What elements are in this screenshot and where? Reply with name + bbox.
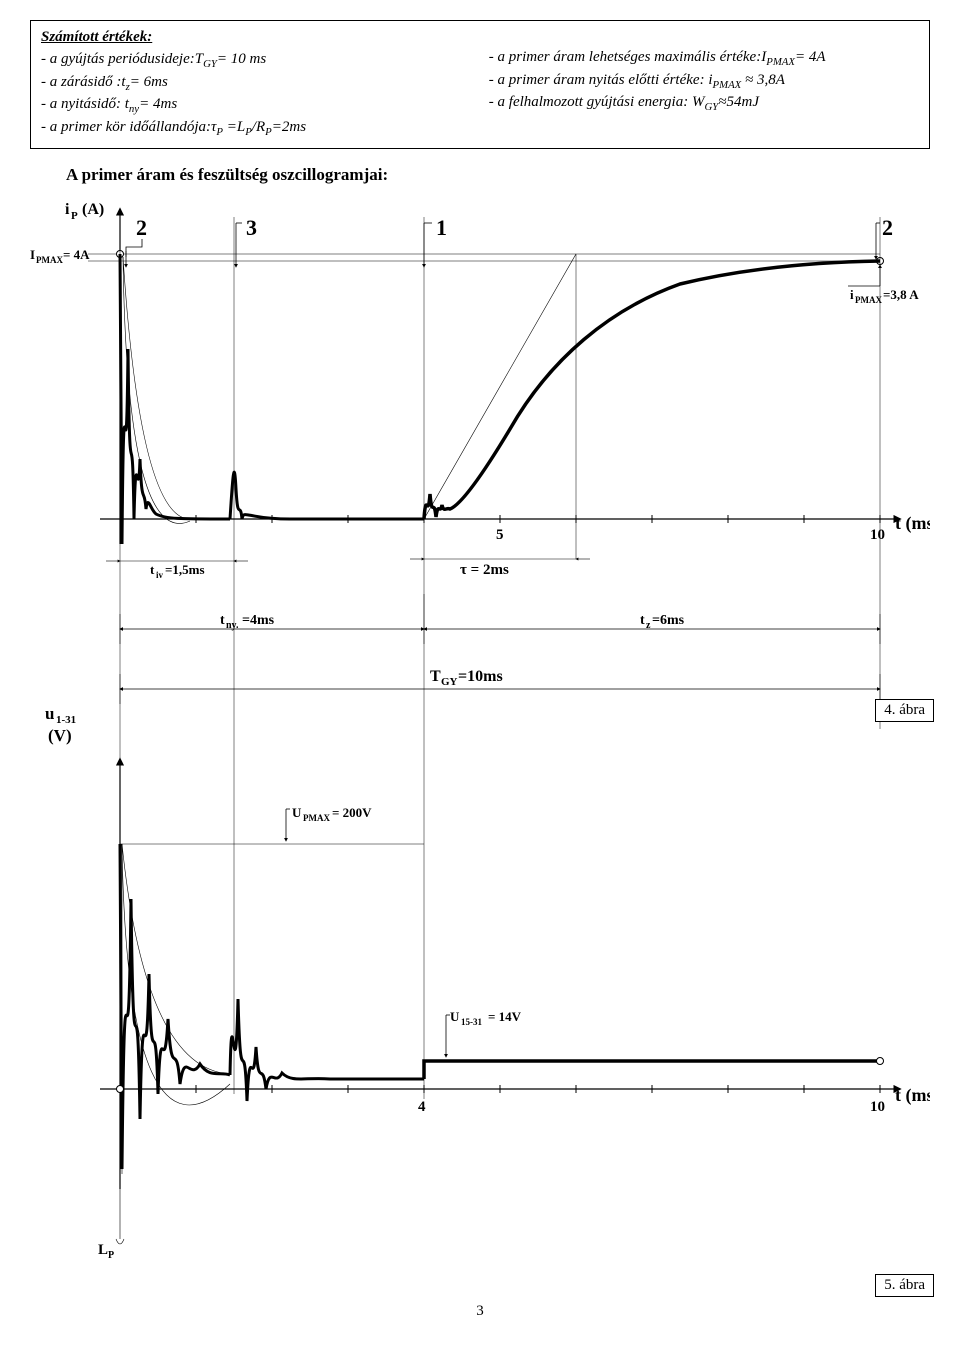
svg-text:i: i [850, 287, 854, 302]
svg-text:I: I [30, 247, 35, 262]
page-number: 3 [30, 1303, 930, 1320]
calc-line: - a nyitásidő: tny= 4ms [41, 94, 471, 117]
svg-text:t (ms): t (ms) [895, 1085, 930, 1106]
calc-line: - a gyújtás periódusideje:TGY= 10 ms [41, 49, 471, 72]
svg-text:ny.: ny. [226, 620, 239, 631]
svg-text:GY: GY [441, 676, 458, 688]
svg-text:10: 10 [870, 1099, 885, 1115]
calc-title: Számított értékek: [41, 27, 471, 47]
figure-5-label: 5. ábra [875, 1274, 934, 1297]
svg-text:iv: iv [156, 570, 164, 580]
svg-text:=4ms: =4ms [242, 613, 275, 628]
svg-text:=3,8 A: =3,8 A [883, 287, 919, 302]
chart-svg: i P (A) I PMAX = 4A 2 3 1 2 [30, 189, 930, 1299]
svg-text:10: 10 [870, 527, 885, 543]
calc-line: - a zárásidő :tz= 6ms [41, 72, 471, 95]
svg-text:U: U [292, 805, 302, 820]
svg-text:15-31: 15-31 [461, 1017, 482, 1027]
oscillogram-charts: i P (A) I PMAX = 4A 2 3 1 2 [30, 189, 930, 1299]
calc-values-box: Számított értékek: - a gyújtás periódusi… [30, 20, 930, 149]
calc-line: - a primer áram nyitás előtti értéke: iP… [489, 70, 919, 93]
svg-text:5: 5 [496, 527, 504, 543]
svg-text:1-31: 1-31 [56, 714, 76, 726]
svg-text:t (ms): t (ms) [895, 513, 930, 534]
calc-line: - a felhalmozott gyújtási energia: WGY≈5… [489, 92, 919, 115]
svg-text:1: 1 [436, 215, 447, 240]
svg-text:t: t [640, 613, 645, 628]
calc-left-col: Számított értékek: - a gyújtás periódusi… [41, 27, 471, 140]
svg-text:= 4A: = 4A [63, 247, 90, 262]
svg-text:τ = 2ms: τ = 2ms [460, 562, 509, 578]
svg-text:u: u [45, 704, 54, 723]
calc-line: - a primer kör időállandója:τP =LP/RP=2m… [41, 117, 471, 140]
calc-right-col: - a primer áram lehetséges maximális ért… [489, 27, 919, 140]
svg-text:P: P [108, 1250, 114, 1261]
svg-text:L: L [98, 1242, 108, 1258]
svg-text:t: t [220, 613, 225, 628]
svg-text:(V): (V) [48, 726, 72, 745]
svg-text:t: t [150, 562, 155, 577]
svg-text:PMAX: PMAX [855, 295, 882, 305]
oscillogram-title: A primer áram és feszültség oszcillogram… [66, 165, 930, 185]
svg-text:z: z [646, 620, 651, 631]
svg-text:3: 3 [246, 215, 257, 240]
svg-text:T: T [430, 668, 441, 685]
svg-text:PMAX: PMAX [303, 813, 330, 823]
svg-text:4: 4 [418, 1099, 426, 1115]
svg-text:(A): (A) [82, 201, 104, 218]
svg-text:= 14V: = 14V [488, 1009, 522, 1024]
svg-text:2: 2 [882, 215, 893, 240]
svg-text:2: 2 [136, 215, 147, 240]
svg-text:=10ms: =10ms [458, 668, 503, 685]
svg-text:U: U [450, 1009, 460, 1024]
figure-4-label: 4. ábra [875, 699, 934, 722]
calc-line: - a primer áram lehetséges maximális ért… [489, 47, 919, 70]
svg-text:= 200V: = 200V [332, 805, 372, 820]
svg-text:=6ms: =6ms [652, 613, 685, 628]
svg-text:PMAX: PMAX [36, 255, 63, 265]
svg-text:P: P [71, 210, 78, 222]
svg-text:i: i [65, 201, 70, 218]
svg-text:=1,5ms: =1,5ms [165, 562, 205, 577]
